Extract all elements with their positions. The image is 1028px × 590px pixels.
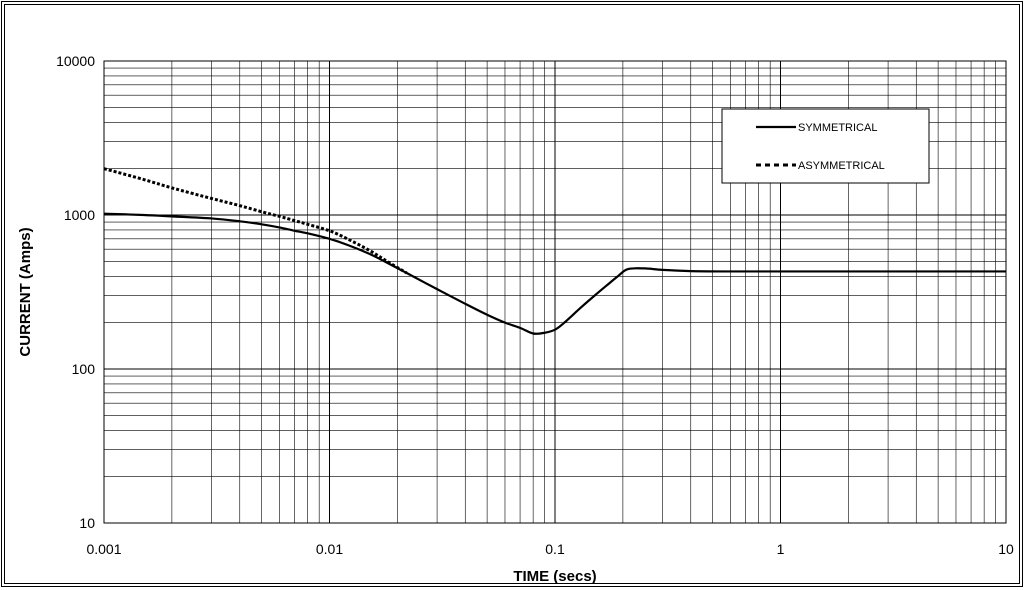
x-tick-labels: 0.001 0.01 0.1 1 10 [86, 541, 1014, 557]
x-axis-title: TIME (secs) [513, 568, 596, 585]
chart-frame [4, 4, 1020, 584]
x-tick-label: 0.1 [545, 541, 565, 557]
series-line-asymmetrical [103, 167, 408, 275]
series-line-symmetrical [103, 212, 1006, 335]
y-tick-label: 10 [79, 515, 95, 531]
y-tick-label: 1000 [64, 207, 95, 223]
y-tick-labels: 10 100 1000 10000 [56, 53, 95, 531]
plot-area-border [103, 60, 1007, 524]
x-tick-label: 1 [777, 541, 785, 557]
series-layer [103, 167, 1006, 335]
x-tick-label: 10 [998, 541, 1014, 557]
legend-label-asymmetrical: ASYMMETRICAL [798, 160, 885, 172]
y-tick-label: 10000 [56, 53, 95, 69]
legend-label-symmetrical: SYMMETRICAL [798, 122, 877, 134]
y-tick-label: 100 [72, 361, 96, 377]
y-axis-title: CURRENT (Amps) [17, 227, 34, 356]
x-tick-label: 0.01 [316, 541, 343, 557]
legend-box [721, 108, 930, 184]
x-tick-label: 0.001 [86, 541, 121, 557]
legend: SYMMETRICAL ASYMMETRICAL [721, 108, 930, 184]
